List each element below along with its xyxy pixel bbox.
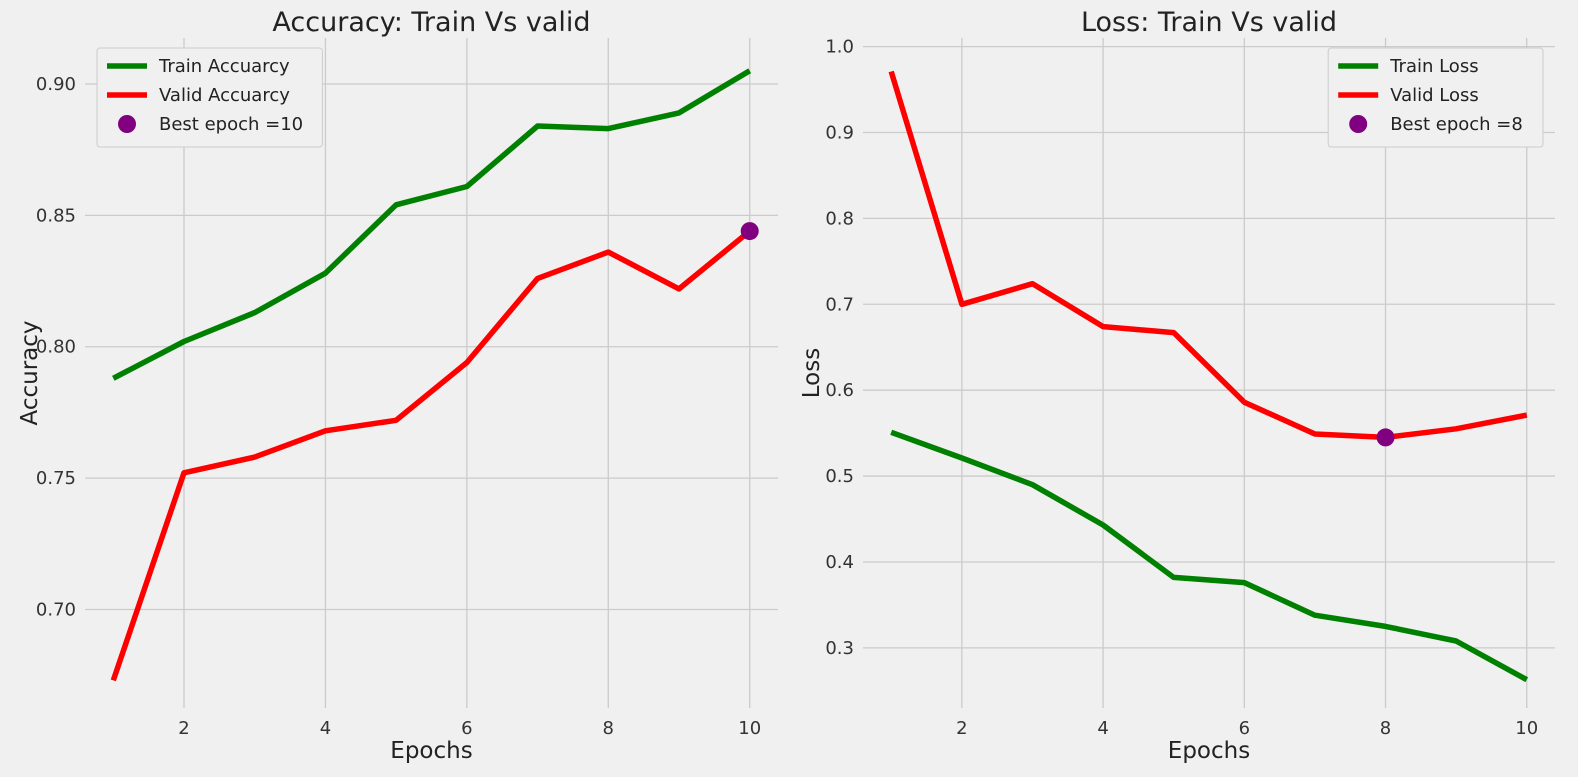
accuracy-ytick-label: 0.75 — [36, 468, 76, 489]
accuracy-legend-marker-swatch — [118, 115, 136, 133]
loss-ytick-label: 0.8 — [825, 208, 854, 229]
loss-xlabel: Epochs — [1168, 738, 1250, 764]
loss-legend-label: Train Loss — [1389, 56, 1478, 77]
loss-legend: Train Loss Valid Loss Best epoch =8 — [1327, 47, 1544, 148]
loss-legend-label: Valid Loss — [1390, 85, 1479, 106]
loss-ylabel: Loss — [799, 348, 825, 398]
accuracy-best-epoch-marker — [740, 222, 759, 241]
loss-ticks: 2 4 6 8 10 0.3 0.4 0.5 0.6 0.7 0.8 0.9 1.0 — [825, 37, 1538, 739]
accuracy-xtick-label: 6 — [461, 718, 472, 739]
accuracy-xlabel: Epochs — [390, 738, 472, 764]
accuracy-legend: Train Accuarcy Valid Accuarcy Best epoch =… — [96, 47, 323, 148]
accuracy-ytick-label: 0.70 — [36, 599, 76, 620]
loss-panel: 2 4 6 8 10 0.3 0.4 0.5 0.6 0.7 0.8 0.9 1.0 Loss: Tra… — [799, 7, 1555, 764]
accuracy-series — [110, 68, 752, 682]
loss-xtick-label: 4 — [1097, 718, 1108, 739]
loss-line-train-loss — [890, 429, 1529, 683]
loss-legend-marker-swatch — [1349, 115, 1368, 133]
loss-legend-label: Best epoch =8 — [1390, 114, 1523, 135]
accuracy-legend-box — [96, 47, 323, 148]
loss-best-marker-group — [1376, 428, 1395, 447]
accuracy-title: Accuracy: Train Vs valid — [272, 7, 590, 38]
loss-ytick-label: 0.9 — [825, 122, 854, 143]
loss-title: Loss: Train Vs valid — [1081, 7, 1337, 38]
loss-ytick-label: 0.5 — [825, 466, 854, 487]
loss-ytick-label: 1.0 — [825, 37, 854, 58]
loss-ytick-label: 0.7 — [825, 294, 854, 315]
loss-line-valid-loss — [888, 70, 1528, 441]
accuracy-xtick-label: 8 — [603, 718, 614, 739]
accuracy-grid — [85, 38, 778, 708]
loss-series — [888, 70, 1529, 683]
accuracy-xtick-label: 2 — [178, 718, 189, 739]
loss-xtick-label: 8 — [1380, 718, 1391, 739]
loss-xtick-label: 2 — [956, 718, 967, 739]
loss-best-epoch-marker — [1376, 428, 1395, 447]
accuracy-ylabel: Accuracy — [17, 320, 43, 425]
accuracy-ticks: 2 4 6 8 10 0.70 0.75 0.80 0.85 0.90 — [36, 74, 761, 739]
accuracy-panel: 2 4 6 8 10 0.70 0.75 0.80 0.85 0.90 Accuracy: Tra… — [17, 7, 778, 764]
loss-xtick-label: 10 — [1515, 718, 1538, 739]
loss-xtick-label: 6 — [1239, 718, 1250, 739]
accuracy-ytick-label: 0.80 — [36, 337, 76, 358]
accuracy-ytick-label: 0.90 — [36, 74, 76, 95]
accuracy-xtick-label: 10 — [738, 718, 761, 739]
accuracy-xtick-label: 4 — [320, 718, 331, 739]
loss-legend-box — [1327, 47, 1544, 148]
accuracy-ytick-label: 0.85 — [36, 205, 76, 226]
accuracy-legend-label: Valid Accuarcy — [159, 85, 290, 106]
accuracy-line-valid-accuarcy — [110, 228, 752, 682]
accuracy-legend-label: Train Accuarcy — [158, 56, 290, 77]
accuracy-line-train-accuarcy — [112, 68, 752, 381]
loss-ytick-label: 0.3 — [825, 638, 854, 659]
loss-ytick-label: 0.6 — [825, 380, 854, 401]
accuracy-best-marker-group — [740, 222, 759, 241]
loss-ytick-label: 0.4 — [825, 552, 854, 573]
accuracy-legend-label: Best epoch =10 — [159, 114, 303, 135]
